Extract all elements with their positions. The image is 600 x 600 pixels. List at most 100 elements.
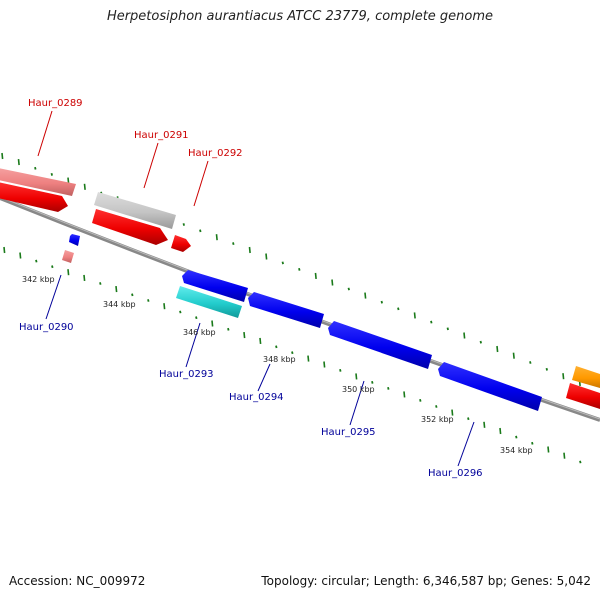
gene-0293-cds-arrow[interactable] — [182, 270, 248, 302]
gc-mark — [35, 259, 38, 263]
gene-0292-label[interactable]: Haur_0292 — [188, 148, 243, 159]
gc-mark — [179, 310, 182, 314]
gc-mark — [291, 351, 294, 355]
gene-0291-label[interactable]: Haur_0291 — [134, 130, 189, 141]
reverse-strand-features — [62, 234, 542, 411]
gc-mark — [67, 269, 70, 276]
gene-0294-cds-arrow[interactable] — [248, 292, 324, 328]
gene-0289-label[interactable]: Haur_0289 — [28, 98, 83, 109]
label-connectors — [37, 110, 475, 467]
gc-mark — [182, 223, 185, 226]
gene-0290-label[interactable]: Haur_0290 — [19, 322, 74, 333]
orange-feature[interactable] — [572, 366, 600, 388]
red-edge-feature[interactable] — [566, 383, 600, 409]
gc-mark — [515, 435, 518, 439]
gc-mark — [529, 361, 532, 364]
gc-mark — [1, 152, 4, 160]
gc-mark — [479, 340, 482, 344]
gene-0289-cds-arrow[interactable] — [0, 182, 68, 212]
gc-mark — [545, 367, 548, 371]
gc-mark — [51, 265, 54, 269]
gene-0296-cds-arrow[interactable] — [438, 362, 542, 411]
gc-mark — [347, 287, 350, 291]
gene-0293-label[interactable]: Haur_0293 — [159, 369, 214, 380]
gc-mark — [307, 355, 310, 362]
gc-mark — [499, 427, 502, 435]
gene-0295-connector — [349, 380, 365, 426]
gc-mark — [34, 166, 37, 170]
gene-0293-feature[interactable] — [176, 286, 242, 318]
gc-mark — [83, 183, 86, 190]
gc-mark — [496, 345, 499, 353]
gc-mark — [339, 368, 342, 372]
gc-mark — [131, 293, 134, 297]
gc-mark — [380, 300, 383, 304]
map-title: Herpetosiphon aurantiacus ATCC 23779, co… — [106, 9, 494, 24]
gc-mark — [195, 316, 198, 320]
gene-0291-feature[interactable] — [94, 192, 176, 229]
gc-mark — [579, 460, 582, 464]
gc-mark — [99, 282, 102, 285]
gene-labels: Haur_0289 Haur_0291 Haur_0292 Haur_0290 … — [19, 98, 483, 479]
gc-mark — [3, 246, 6, 254]
gc-mark — [562, 373, 565, 380]
gc-mark — [467, 417, 470, 421]
gc-mark — [147, 299, 150, 302]
gene-0292-connector — [193, 160, 209, 207]
gc-mark — [430, 320, 433, 324]
tick-label-354: 354 kbp — [500, 446, 533, 455]
gc-mark — [215, 234, 218, 241]
gc-mark — [355, 373, 358, 380]
gc-mark — [83, 274, 86, 281]
gene-0289-feature[interactable] — [0, 168, 76, 196]
gc-mark — [115, 286, 118, 293]
gc-mark — [265, 253, 268, 260]
gc-mark — [413, 312, 416, 319]
gc-mark — [227, 327, 230, 331]
forward-strand-features — [0, 168, 600, 409]
gc-mark — [547, 446, 550, 453]
gene-0296-connector — [457, 421, 475, 467]
gc-mark — [403, 391, 406, 398]
gc-mark — [512, 352, 515, 359]
gc-mark — [323, 361, 326, 368]
gene-0293-connector — [185, 322, 201, 368]
gene-0291-cds-arrow[interactable] — [92, 209, 168, 245]
gc-mark — [281, 261, 284, 265]
gc-mark — [435, 405, 438, 408]
gc-mark — [275, 345, 278, 349]
gc-mark — [259, 337, 262, 344]
gene-0295-label[interactable]: Haur_0295 — [321, 427, 376, 438]
gc-mark — [531, 441, 534, 445]
gc-mark — [446, 327, 449, 331]
gene-0290-feature[interactable] — [62, 250, 74, 263]
gene-0294-label[interactable]: Haur_0294 — [229, 392, 284, 403]
gc-mark — [50, 172, 53, 176]
position-ticks: 342 kbp 344 kbp 346 kbp 348 kbp 350 kbp … — [22, 275, 533, 455]
gc-mark — [397, 307, 400, 311]
gc-mark — [483, 421, 486, 428]
gc-mark — [451, 409, 454, 416]
gene-0292-cds-arrow[interactable] — [171, 235, 191, 252]
gc-mark — [314, 272, 317, 279]
tick-label-344: 344 kbp — [103, 300, 136, 309]
gc-mark — [232, 242, 235, 246]
gc-mark — [243, 332, 246, 339]
gene-0296-label[interactable]: Haur_0296 — [428, 468, 483, 479]
gc-mark — [163, 303, 166, 310]
gc-mark — [298, 267, 301, 271]
accession-text: Accession: NC_009972 — [9, 574, 146, 588]
tick-label-346: 346 kbp — [183, 328, 216, 337]
gc-mark — [248, 246, 251, 254]
gc-mark — [17, 159, 20, 166]
gene-0290-connector — [45, 274, 62, 320]
tick-label-348: 348 kbp — [263, 355, 296, 364]
gc-mark — [364, 292, 367, 299]
gene-0295-cds-arrow[interactable] — [328, 321, 432, 369]
gc-mark — [463, 332, 466, 339]
gene-0294-connector — [257, 363, 271, 392]
gc-mark — [19, 252, 22, 259]
gc-mark — [211, 320, 214, 327]
gene-0290-cds-arrow[interactable] — [69, 234, 80, 246]
gc-mark — [563, 452, 566, 459]
